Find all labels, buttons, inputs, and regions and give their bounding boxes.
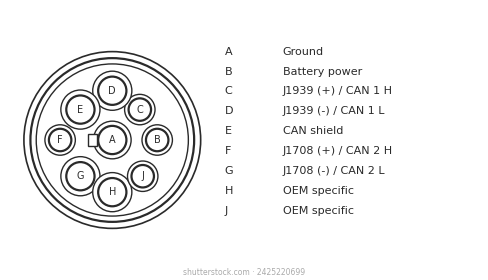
Bar — [88, 134, 97, 146]
Text: A: A — [109, 135, 115, 145]
Text: J: J — [141, 171, 144, 181]
Circle shape — [61, 157, 100, 196]
Circle shape — [93, 71, 132, 110]
Circle shape — [127, 161, 158, 192]
Text: H: H — [108, 187, 116, 197]
Text: shutterstock.com · 2425220699: shutterstock.com · 2425220699 — [183, 268, 305, 277]
Circle shape — [93, 121, 131, 159]
Circle shape — [142, 125, 172, 155]
Circle shape — [45, 125, 75, 155]
Text: OEM specific: OEM specific — [282, 206, 353, 216]
Text: H: H — [224, 186, 232, 196]
Text: CAN shield: CAN shield — [282, 126, 342, 136]
Circle shape — [66, 162, 94, 190]
Circle shape — [98, 77, 126, 105]
Text: J1708 (+) / CAN 2 H: J1708 (+) / CAN 2 H — [282, 146, 392, 156]
Text: F: F — [224, 146, 230, 156]
Text: G: G — [77, 171, 84, 181]
Circle shape — [131, 165, 154, 187]
Circle shape — [124, 94, 155, 125]
Text: J1939 (-) / CAN 1 L: J1939 (-) / CAN 1 L — [282, 106, 384, 116]
Circle shape — [93, 172, 132, 212]
Text: J: J — [224, 206, 227, 216]
Circle shape — [61, 90, 100, 129]
Circle shape — [30, 58, 194, 222]
Text: D: D — [108, 86, 116, 96]
Text: Battery power: Battery power — [282, 67, 361, 76]
Text: E: E — [77, 104, 83, 115]
Circle shape — [98, 126, 126, 154]
Circle shape — [49, 129, 71, 151]
Circle shape — [66, 95, 94, 124]
Circle shape — [36, 64, 188, 216]
Text: G: G — [224, 166, 233, 176]
Text: Ground: Ground — [282, 46, 323, 57]
Circle shape — [146, 129, 168, 151]
Circle shape — [128, 98, 151, 121]
Text: A: A — [224, 46, 232, 57]
Circle shape — [98, 178, 126, 206]
Text: E: E — [224, 126, 231, 136]
Text: B: B — [224, 67, 232, 76]
Text: B: B — [154, 135, 160, 145]
Text: C: C — [136, 104, 143, 115]
Text: J1939 (+) / CAN 1 H: J1939 (+) / CAN 1 H — [282, 87, 392, 97]
Text: F: F — [57, 135, 63, 145]
Text: OEM specific: OEM specific — [282, 186, 353, 196]
Text: C: C — [224, 87, 232, 97]
Text: D: D — [224, 106, 233, 116]
Text: J1708 (-) / CAN 2 L: J1708 (-) / CAN 2 L — [282, 166, 385, 176]
